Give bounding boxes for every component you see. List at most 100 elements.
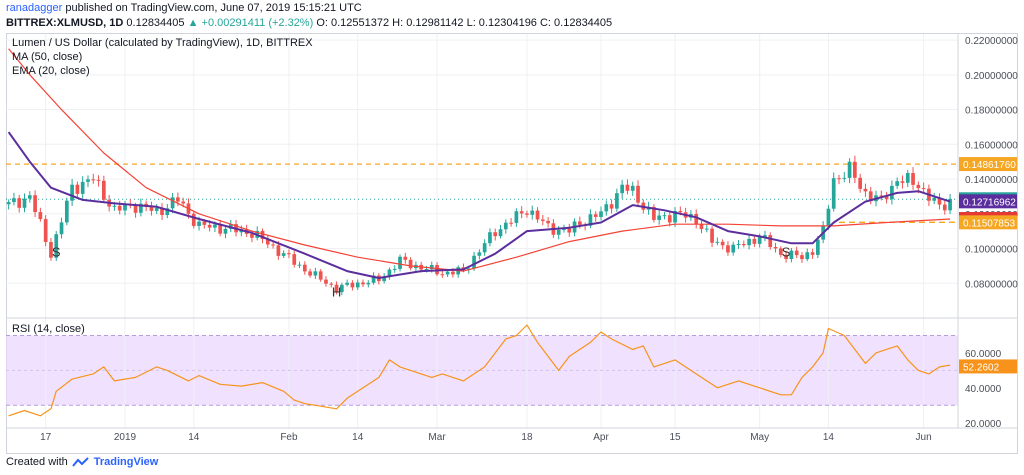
candle-body-136: [726, 245, 730, 253]
time-tick-label-8: 15: [669, 432, 681, 443]
candle-body-76: [408, 259, 413, 269]
candle-body-130: [694, 214, 699, 225]
created-with-text: Created with: [6, 456, 68, 468]
candle-body-162: [863, 188, 868, 192]
candle-body-132: [704, 228, 709, 230]
candle-body-127: [678, 210, 683, 213]
pattern-label-s-2: S: [782, 244, 791, 259]
candle-body-161: [858, 177, 862, 189]
candle-body-4: [27, 195, 32, 199]
candle-body-165: [879, 195, 884, 197]
candle-body-2: [17, 198, 22, 208]
candle-body-68: [366, 282, 371, 285]
candle-body-122: [652, 206, 656, 220]
candle-body-63: [340, 284, 344, 293]
price-tick-label-5: 0.18000000: [965, 106, 1018, 117]
ma-legend[interactable]: MA (50, close): [12, 51, 83, 63]
candle-body-155: [826, 208, 831, 226]
candle-body-97: [519, 211, 524, 214]
candle-body-144: [768, 235, 773, 247]
candle-body-113: [604, 204, 609, 212]
price-tag-bg-2: [959, 194, 1017, 209]
time-tick-label-11: Jun: [916, 432, 932, 443]
rsi-legend[interactable]: RSI (14, close): [12, 323, 85, 335]
author-link[interactable]: ranadagger: [6, 2, 63, 14]
candle-body-74: [398, 256, 402, 269]
candle-body-21: [117, 205, 122, 211]
price-tick-label-1: 0.10000000: [965, 245, 1018, 256]
time-tick-label-4: 14: [352, 432, 364, 443]
candle-body-12: [70, 184, 74, 201]
candle-body-98: [525, 213, 529, 215]
candle-body-20: [112, 205, 117, 207]
candle-body-167: [890, 185, 894, 200]
symbol-label: BITTREX:XLMUSD, 1D: [6, 17, 124, 29]
candle-body-117: [625, 184, 630, 191]
candle-body-59: [318, 271, 323, 280]
rsi-tick-label-0: 20.0000: [965, 419, 1002, 430]
candle-body-175: [932, 197, 937, 201]
candle-body-49: [265, 239, 270, 245]
candle-body-116: [620, 184, 624, 194]
candle-body-148: [789, 250, 794, 260]
candle-body-40: [218, 224, 223, 234]
candle-body-172: [916, 184, 921, 189]
candle-body-11: [64, 200, 69, 223]
candle-body-46: [250, 233, 254, 238]
pattern-label-h-1: H: [332, 284, 341, 299]
candle-body-137: [731, 244, 736, 253]
time-tick-label-0: 17: [40, 432, 52, 443]
candle-body-36: [197, 221, 201, 226]
candle-body-31: [170, 197, 175, 209]
candle-body-126: [673, 210, 677, 223]
chart-title: Lumen / US Dollar (calculated by Trading…: [12, 37, 313, 49]
candle-body-147: [784, 254, 788, 260]
rsi-tick-label-2: 60.0000: [965, 349, 1002, 360]
candle-body-131: [699, 224, 704, 230]
footer: Created with TradingView: [6, 456, 158, 468]
ma-50-line: [8, 48, 951, 272]
candle-body-142: [757, 237, 762, 244]
candle-body-41: [223, 228, 228, 234]
price-tag-bg-0: [959, 157, 1017, 172]
candle-body-53: [287, 253, 291, 255]
time-tick-label-10: 14: [823, 432, 835, 443]
candle-body-50: [271, 244, 275, 246]
candle-body-60: [324, 279, 328, 284]
price-tag-bg-4: [959, 215, 1017, 230]
candle-body-159: [847, 161, 852, 178]
candle-body-8: [49, 242, 53, 258]
candle-body-29: [160, 207, 164, 216]
candle-body-163: [868, 191, 873, 202]
candle-body-106: [567, 228, 572, 233]
candle-body-18: [102, 180, 106, 200]
time-tick-label-2: 14: [188, 432, 200, 443]
candle-body-82: [440, 274, 445, 276]
candle-body-32: [176, 197, 180, 202]
last-price: 0.12834405: [126, 17, 185, 29]
price-change: ▲ +0.00291411 (+2.32%): [187, 17, 314, 29]
candle-body-99: [530, 210, 535, 215]
candle-body-75: [403, 256, 408, 260]
candle-body-145: [773, 246, 778, 249]
time-tick-label-9: May: [750, 432, 769, 443]
time-tick-label-7: Apr: [593, 432, 609, 443]
candle-body-0: [6, 202, 11, 205]
price-tag-2: 0.12716962: [963, 197, 1016, 208]
candle-body-169: [900, 181, 905, 183]
candle-body-173: [921, 188, 926, 190]
candle-body-65: [350, 282, 355, 288]
candle-body-5: [33, 195, 37, 213]
ema-legend[interactable]: EMA (20, close): [12, 65, 90, 77]
candle-body-88: [472, 255, 476, 269]
candle-body-171: [911, 173, 915, 185]
time-tick-label-3: Feb: [280, 432, 298, 443]
candle-body-168: [895, 181, 900, 186]
pattern-label-s-0: S: [52, 244, 61, 259]
tradingview-brand[interactable]: TradingView: [93, 456, 159, 468]
candle-body-69: [371, 275, 376, 283]
candle-body-146: [778, 248, 783, 255]
candle-body-89: [477, 252, 482, 256]
candle-body-158: [842, 177, 847, 179]
